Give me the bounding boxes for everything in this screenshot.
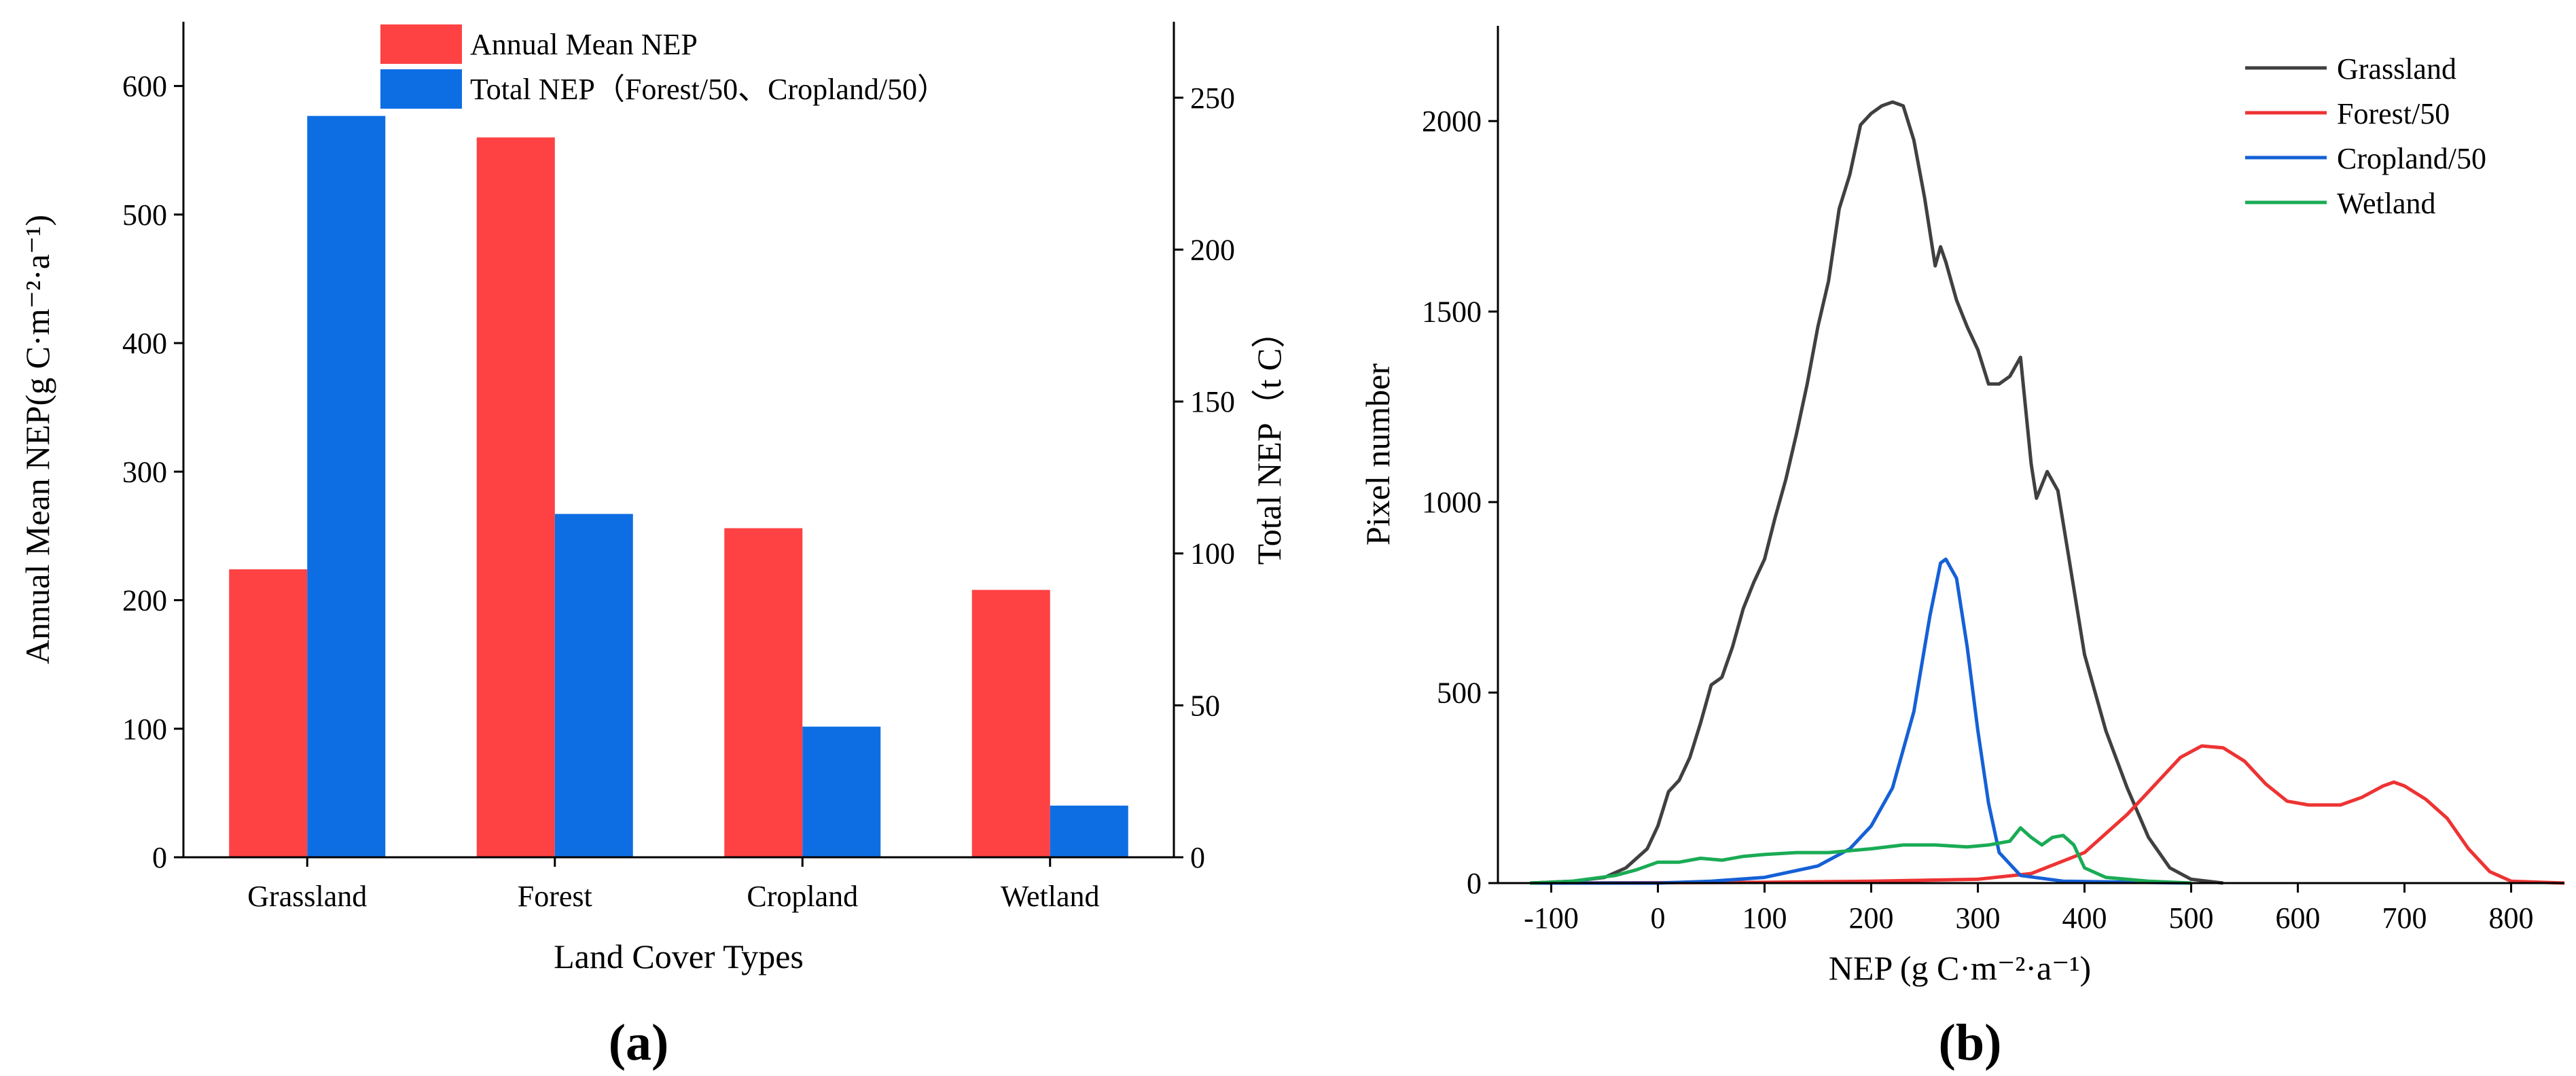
x-tick-label-cropland: Cropland <box>747 880 858 913</box>
x-tick-label: 600 <box>2276 901 2321 935</box>
x-tick-label: 0 <box>1651 901 1666 935</box>
y-tick-label: 2000 <box>1422 105 1482 138</box>
y-axis-title: Pixel number <box>1359 363 1397 545</box>
right-y-tick-label: 50 <box>1190 689 1220 722</box>
left-y-tick-label: 300 <box>122 455 167 488</box>
x-axis-title: NEP (g C·m⁻²·a⁻¹) <box>1829 949 2091 987</box>
right-y-tick-label: 0 <box>1190 841 1205 874</box>
panel-a-bar-chart: Grassland Forest Cropland Wetland 0 100 200 300… <box>18 22 1288 1071</box>
y-tick-label: 1000 <box>1422 486 1482 519</box>
bar-annual-mean-wetland <box>971 590 1050 857</box>
bar-total-grassland <box>307 115 386 857</box>
bar-total-forest <box>554 514 633 857</box>
left-y-tick-label: 200 <box>122 584 167 617</box>
right-y-axis-title: Total NEP（t C） <box>1250 315 1288 565</box>
x-tick-label: -100 <box>1524 901 1579 935</box>
panel-label-b: (b) <box>1939 1014 2002 1071</box>
x-tick-label: 400 <box>2062 901 2107 935</box>
left-y-tick-label: 600 <box>122 70 167 103</box>
panel-b-line-chart: -100 0 100 200 300 400 500 600 700 800 0 500 1000 150… <box>1359 26 2565 1071</box>
legend-label-2: Total NEP（Forest/50、Cropland/50） <box>470 73 947 106</box>
legend-label-forest-50: Forest/50 <box>2337 97 2450 130</box>
y-tick-label: 1500 <box>1422 295 1482 329</box>
bar-total-cropland <box>802 726 881 857</box>
y-tick-label: 0 <box>1467 867 1482 900</box>
bar-annual-mean-cropland <box>724 528 803 857</box>
legend-label-wetland: Wetland <box>2337 187 2436 220</box>
right-y-tick-label: 200 <box>1190 233 1235 266</box>
x-tick-label-forest: Forest <box>518 880 592 913</box>
legend-swatch-2 <box>380 69 462 109</box>
x-tick-label: 200 <box>1849 901 1894 935</box>
left-y-axis-title: Annual Mean NEP(g C·m⁻²·a⁻¹) <box>18 215 56 664</box>
legend-label-1: Annual Mean NEP <box>470 28 698 61</box>
right-y-tick-label: 250 <box>1190 82 1235 115</box>
left-y-tick-label: 100 <box>122 713 167 746</box>
series-line-forest-50 <box>1530 744 2565 885</box>
left-y-tick-label: 500 <box>122 198 167 232</box>
bar-annual-mean-grassland <box>229 569 308 857</box>
x-tick-label: 700 <box>2382 901 2427 935</box>
legend-label-cropland-50: Cropland/50 <box>2337 142 2486 175</box>
x-tick-label: 500 <box>2169 901 2214 935</box>
x-tick-label: 300 <box>1956 901 2001 935</box>
x-tick-label-grassland: Grassland <box>247 880 367 913</box>
series-line-grassland <box>1529 100 2223 885</box>
legend-label-grassland: Grassland <box>2337 52 2456 86</box>
right-y-tick-label: 150 <box>1190 385 1235 418</box>
x-tick-label: 100 <box>1742 901 1787 935</box>
left-y-tick-label: 0 <box>152 841 167 874</box>
x-tick-label: 800 <box>2489 901 2534 935</box>
legend-swatch-1 <box>380 24 462 64</box>
panel-label-a: (a) <box>609 1014 669 1071</box>
bar-annual-mean-forest <box>476 137 555 857</box>
left-y-tick-label: 400 <box>122 327 167 360</box>
x-axis-title: Land Cover Types <box>554 937 804 975</box>
y-tick-label: 500 <box>1437 677 1482 710</box>
x-tick-label-wetland: Wetland <box>1001 880 1100 913</box>
bar-total-wetland <box>1050 805 1128 857</box>
right-y-tick-label: 100 <box>1190 537 1235 571</box>
series-line-wetland <box>1529 826 2192 885</box>
series-line-cropland-50 <box>1530 557 2192 885</box>
